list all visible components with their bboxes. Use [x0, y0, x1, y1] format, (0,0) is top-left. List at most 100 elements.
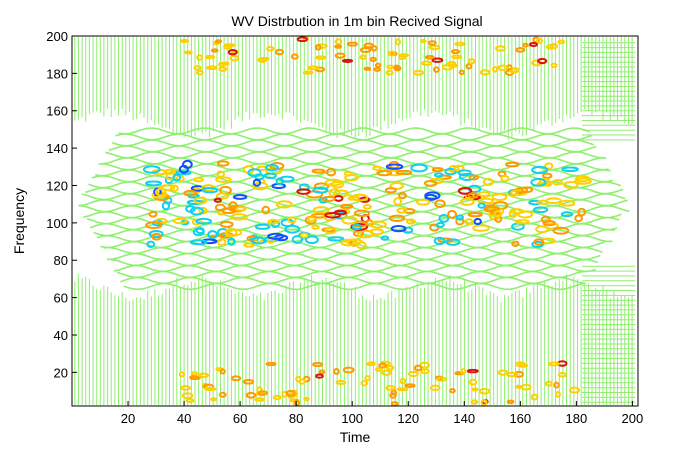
energy-contour: [407, 370, 419, 378]
energy-contour: [574, 214, 583, 223]
energy-contour: [193, 196, 208, 205]
energy-contour: [158, 184, 176, 191]
energy-contour: [204, 386, 217, 392]
energy-contour: [528, 42, 539, 47]
energy-contour: [395, 169, 413, 176]
energy-contour: [193, 177, 204, 183]
energy-contour: [204, 54, 216, 60]
energy-contour: [334, 44, 342, 49]
energy-contour: [181, 392, 194, 400]
energy-contour: [447, 63, 459, 68]
energy-contour: [291, 235, 304, 244]
energy-contour: [302, 70, 314, 75]
energy-contour: [451, 49, 461, 55]
energy-contour: [192, 227, 205, 237]
energy-contour: [364, 375, 371, 382]
energy-contour: [465, 63, 473, 70]
energy-contour: [182, 159, 193, 169]
energy-contour: [458, 69, 465, 76]
energy-contour: [451, 54, 463, 60]
energy-contour: [267, 218, 279, 225]
energy-contour: [390, 224, 407, 233]
x-tick-label: 60: [233, 411, 247, 426]
energy-contour: [433, 236, 446, 246]
energy-contour: [214, 203, 226, 212]
energy-contour: [423, 179, 438, 187]
energy-contour: [172, 217, 189, 225]
energy-contour: [495, 45, 506, 52]
energy-contour: [385, 385, 396, 391]
y-axis-ticks: 20 40 60 80 100 120 140 160 180 200: [46, 29, 77, 380]
energy-contour: [363, 66, 372, 71]
energy-contour: [216, 160, 230, 167]
energy-contour: [544, 380, 553, 387]
energy-contour: [468, 378, 478, 386]
energy-contour: [272, 394, 282, 400]
energy-contour: [219, 220, 234, 228]
energy-contour: [230, 375, 242, 382]
energy-contour: [172, 173, 182, 182]
energy-contour: [378, 362, 388, 369]
energy-contour: [304, 235, 319, 245]
energy-contour: [313, 182, 330, 191]
energy-contour: [353, 209, 371, 217]
energy-contour: [207, 230, 218, 240]
energy-contour: [514, 219, 530, 225]
energy-contour: [530, 393, 539, 401]
energy-contour: [311, 168, 326, 174]
energy-contour: [218, 66, 228, 72]
energy-contour: [472, 224, 490, 232]
energy-contour: [542, 172, 553, 179]
energy-contour: [227, 237, 236, 246]
energy-contour: [398, 53, 410, 58]
energy-contour: [373, 67, 381, 72]
energy-contour: [403, 207, 416, 215]
x-tick-label: 180: [566, 411, 588, 426]
energy-contour: [275, 200, 293, 209]
energy-contour: [544, 162, 554, 170]
energy-contour: [444, 167, 457, 176]
energy-contour: [232, 194, 248, 200]
energy-contour: [491, 193, 508, 202]
energy-contour: [478, 387, 491, 395]
energy-contour: [471, 387, 479, 392]
energy-contour: [420, 368, 430, 375]
energy-contour: [412, 69, 425, 76]
energy-contour: [311, 224, 320, 230]
energy-contour: [333, 368, 340, 375]
energy-contour: [184, 50, 193, 55]
energy-contour: [180, 385, 192, 391]
energy-contour: [577, 207, 586, 217]
energy-contour: [370, 45, 378, 52]
energy-contour: [510, 67, 520, 74]
energy-contour: [267, 232, 285, 240]
energy-contour: [511, 240, 520, 248]
energy-contour: [201, 187, 219, 194]
energy-contour: [568, 386, 581, 394]
energy-contour: [470, 399, 479, 405]
edge-green-stripes: [582, 42, 636, 403]
energy-contour: [263, 172, 277, 180]
energy-contour: [390, 401, 399, 407]
energy-contour: [341, 58, 354, 63]
energy-contour: [374, 367, 383, 372]
energy-contour: [557, 372, 567, 378]
energy-contour: [420, 38, 427, 44]
energy-contour: [306, 216, 317, 222]
energy-contour: [307, 65, 320, 71]
energy-contour: [351, 193, 369, 202]
energy-contour: [178, 371, 186, 378]
energy-contour: [359, 54, 367, 60]
energy-contour: [404, 383, 416, 388]
energy-contour: [312, 206, 330, 215]
energy-contour: [550, 62, 558, 69]
energy-contour: [547, 361, 560, 367]
y-tick-label: 120: [46, 178, 68, 193]
energy-contour: [314, 43, 322, 51]
energy-contour: [388, 214, 406, 223]
chart-title: WV Distrbution in 1m bin Recived Signal: [231, 13, 482, 29]
energy-contour: [223, 43, 236, 48]
energy-contour: [210, 48, 219, 53]
energy-contour: [530, 177, 547, 187]
